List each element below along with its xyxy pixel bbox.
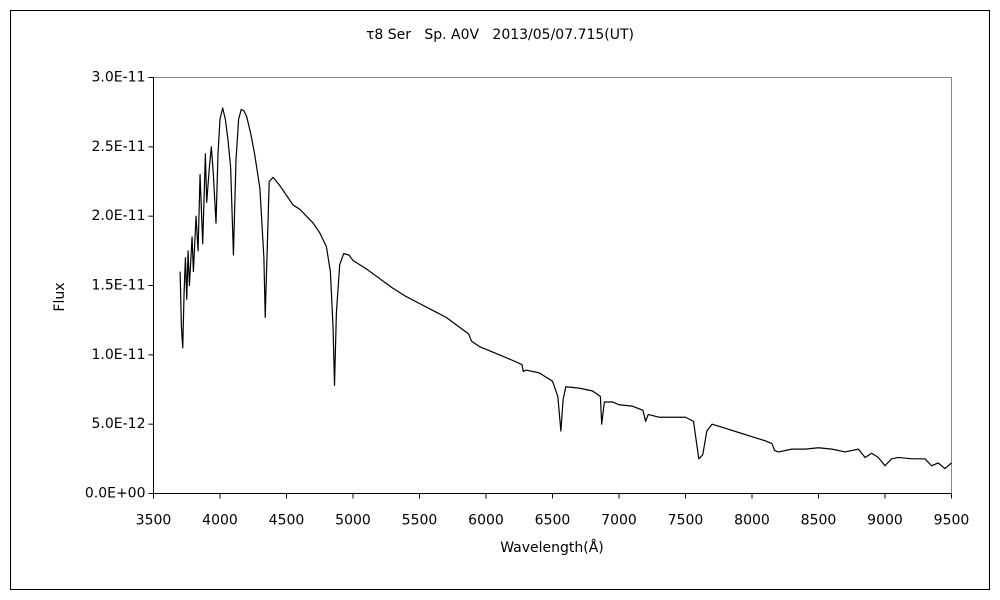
x-tick-label: 8500 xyxy=(801,513,837,529)
y-tick-label: 5.0E-12 xyxy=(92,416,146,432)
plot-area xyxy=(153,77,952,494)
x-tick-label: 7500 xyxy=(668,513,704,529)
y-tick-label: 0.0E+00 xyxy=(85,486,146,502)
x-tick-label: 9000 xyxy=(867,513,903,529)
x-axis-label: Wavelength(Å) xyxy=(500,539,604,556)
x-tick-label: 6500 xyxy=(535,513,571,529)
x-tick-label: 4500 xyxy=(269,513,305,529)
x-tick-label: 4000 xyxy=(202,513,238,529)
x-tick-label: 6000 xyxy=(468,513,504,529)
y-tick-label: 2.0E-11 xyxy=(92,208,146,224)
x-tick-label: 3500 xyxy=(136,513,172,529)
y-tick-label: 2.5E-11 xyxy=(92,139,146,155)
y-tick-label: 1.5E-11 xyxy=(92,278,146,294)
x-tick-label: 9500 xyxy=(934,513,970,529)
y-axis-label: Flux xyxy=(52,282,68,311)
spectrum-line xyxy=(179,107,952,470)
x-tick-label: 5500 xyxy=(402,513,438,529)
y-tick-label: 1.0E-11 xyxy=(92,347,146,363)
x-tick-label: 7000 xyxy=(601,513,637,529)
y-tick-label: 3.0E-11 xyxy=(92,70,146,86)
x-tick-label: 8000 xyxy=(734,513,770,529)
x-tick-label: 5000 xyxy=(335,513,371,529)
chart-title: τ8 Ser Sp. A0V 2013/05/07.715(UT) xyxy=(366,27,634,43)
